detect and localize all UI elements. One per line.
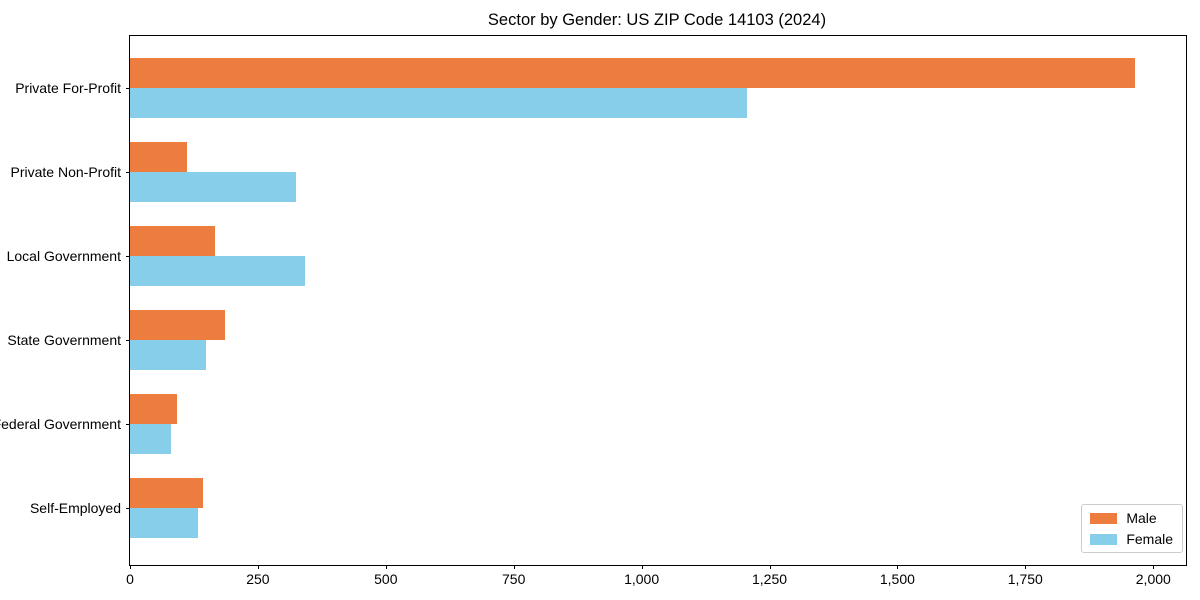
x-axis-tick-label: 750	[502, 571, 526, 587]
bar-male-5	[130, 478, 203, 508]
x-axis-tick	[385, 565, 387, 569]
y-axis-label: State Government	[7, 332, 121, 348]
legend-swatch-female	[1090, 533, 1118, 545]
x-axis-tick-label: 250	[246, 571, 270, 587]
y-axis-label: Private For-Profit	[15, 80, 121, 96]
x-axis-tick-label: 2,000	[1135, 571, 1171, 587]
y-axis-tick	[126, 255, 130, 257]
x-axis-tick	[769, 565, 771, 569]
chart-title: Sector by Gender: US ZIP Code 14103 (202…	[487, 11, 827, 29]
bar-male-2	[130, 226, 216, 256]
bar-female-4	[130, 424, 172, 454]
y-axis-tick	[126, 507, 130, 509]
x-axis-tick	[130, 565, 131, 569]
x-axis-tick	[1025, 565, 1027, 569]
legend-item-female: Female	[1090, 532, 1173, 546]
legend: Male Female	[1081, 504, 1183, 553]
x-axis-tick-label: 1,000	[624, 571, 660, 587]
legend-swatch-male	[1090, 512, 1118, 524]
x-axis-tick	[513, 565, 515, 569]
x-axis-tick	[1153, 565, 1155, 569]
plot-area: Male Female Private For-Profit Private No…	[0, 35, 1187, 586]
legend-label-male: Male	[1126, 510, 1157, 526]
legend-item-male: Male	[1090, 511, 1173, 525]
y-axis-tick	[126, 339, 130, 341]
x-axis-tick-label: 500	[374, 571, 398, 587]
x-axis-tick-label: 1,500	[879, 571, 915, 587]
y-axis-tick	[126, 87, 130, 89]
y-axis-label: Federal Government	[0, 416, 121, 432]
bar-male-0	[130, 58, 1136, 88]
legend-label-female: Female	[1126, 531, 1173, 547]
bar-female-2	[130, 256, 305, 286]
bar-female-1	[130, 172, 296, 202]
x-axis-tick	[257, 565, 259, 569]
bar-male-1	[130, 142, 188, 172]
y-axis-label: Private Non-Profit	[10, 164, 121, 180]
x-axis-tick	[897, 565, 899, 569]
y-axis-tick	[126, 423, 130, 425]
y-axis-label: Local Government	[6, 248, 121, 264]
bar-female-5	[130, 508, 198, 538]
y-axis-label: Self-Employed	[29, 500, 121, 516]
x-axis-tick-label: 1,750	[1007, 571, 1043, 587]
bar-female-0	[130, 88, 747, 118]
bar-male-4	[130, 394, 177, 424]
bar-female-3	[130, 340, 206, 370]
x-axis-tick	[641, 565, 643, 569]
x-axis-tick-label: 0	[126, 571, 134, 587]
bar-male-3	[130, 310, 225, 340]
x-axis-tick-label: 1,250	[751, 571, 788, 587]
y-axis-tick	[126, 171, 130, 173]
